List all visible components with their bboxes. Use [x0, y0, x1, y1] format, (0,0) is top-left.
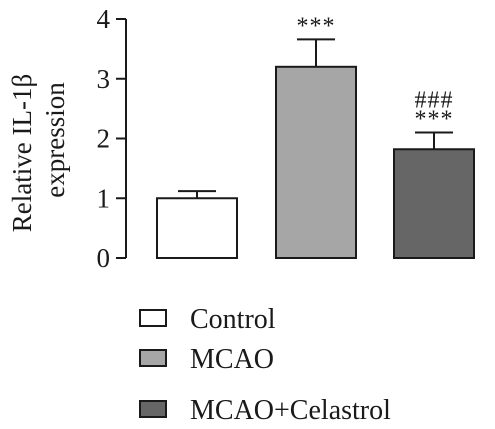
y-axis-label: Relative IL-1β expression [7, 74, 70, 232]
legend-label-mcao: MCAO [190, 344, 274, 375]
y-tick-label: 3 [97, 64, 111, 94]
legend-swatch-control [139, 309, 167, 327]
y-tick-label: 0 [97, 243, 111, 273]
legend-swatch-mcao [139, 349, 167, 367]
bar-control [156, 197, 238, 259]
bars: ***###*** [156, 13, 475, 260]
legend-label-mcao-celastrol: MCAO+Celastrol [190, 395, 391, 426]
bar-mcao [275, 65, 357, 259]
legend-swatch-mcao-celastrol [139, 400, 167, 418]
significance-label: ### [415, 88, 454, 114]
y-axis-label-line-1: Relative IL-1β [7, 74, 37, 232]
y-axis-label-line-2: expression [40, 82, 70, 198]
y-tick-label: 1 [97, 183, 111, 213]
y-tick-label: 2 [97, 124, 111, 154]
significance-label: *** [297, 13, 336, 39]
legend: Control MCAO MCAO+Celastrol [139, 304, 391, 426]
significance-label: *** [415, 107, 454, 133]
legend-label-control: Control [190, 304, 276, 335]
bar-mcao-celastrol [393, 148, 475, 260]
y-axis-ticks: 0 1 2 3 4 [97, 4, 126, 273]
y-tick-label: 4 [97, 4, 111, 34]
